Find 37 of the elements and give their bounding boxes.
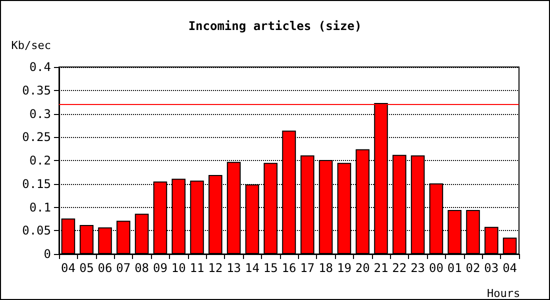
x-tick-label: 18: [318, 261, 334, 275]
chart-title: Incoming articles (size): [188, 19, 362, 33]
x-tick-label: 16: [282, 261, 296, 275]
y-tick-label: 0.3: [29, 106, 51, 121]
x-tick-label: 21: [374, 261, 388, 275]
x-tick-label: 04: [60, 261, 76, 275]
y-tick-label: 0: [44, 247, 51, 261]
x-tick-label: 04: [502, 261, 518, 275]
y-axis-title: Kb/sec: [11, 39, 51, 52]
x-tick-label: 14: [244, 261, 260, 275]
x-tick-label: 22: [392, 261, 407, 275]
x-tick-label: 03: [484, 261, 499, 275]
y-tick-label: 0.1: [29, 200, 51, 214]
x-tick-label: 02: [466, 261, 480, 275]
x-tick-label: 15: [263, 261, 278, 275]
y-tick-label: 0.4: [29, 60, 51, 74]
x-tick-label: 12: [208, 261, 223, 275]
x-tick-label: 05: [79, 261, 94, 275]
x-tick-label: 06: [98, 261, 112, 275]
x-tick-label: 00: [428, 261, 444, 275]
y-tick-label: 0.2: [29, 154, 51, 168]
x-tick-label: 23: [410, 261, 426, 275]
x-tick-label: 10: [171, 261, 186, 275]
x-tick-label: 09: [152, 261, 168, 275]
x-tick-label: 11: [190, 261, 204, 275]
x-tick-label: 07: [116, 261, 131, 275]
y-tick-label: 0.15: [22, 176, 51, 191]
x-tick-label: 01: [447, 261, 462, 275]
y-tick-label: 0.35: [22, 83, 51, 98]
x-tick-label: 13: [226, 261, 242, 275]
x-tick-label: 20: [355, 261, 370, 275]
x-tick-label: 17: [300, 261, 315, 275]
x-axis-title: Hours: [487, 287, 520, 300]
x-tick-label: 19: [336, 261, 352, 275]
x-tick-label: 08: [134, 261, 150, 275]
y-tick-label: 0.25: [22, 130, 51, 144]
y-tick-label: 0.05: [22, 224, 51, 238]
